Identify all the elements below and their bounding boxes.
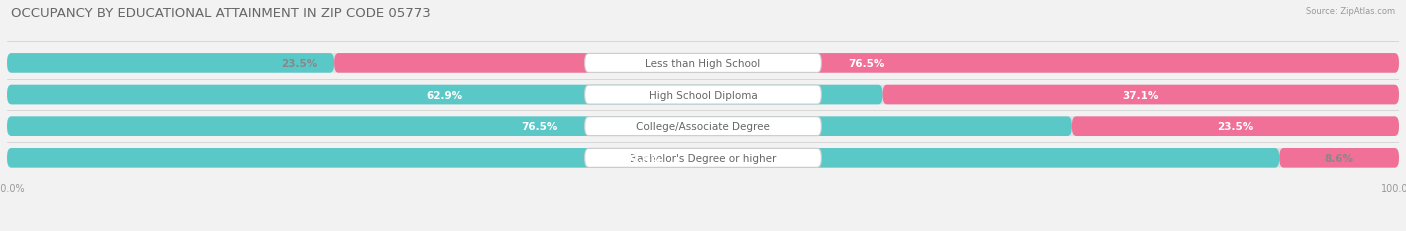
FancyBboxPatch shape	[7, 117, 1399, 136]
FancyBboxPatch shape	[7, 85, 883, 105]
FancyBboxPatch shape	[7, 117, 1071, 136]
Text: 91.4%: 91.4%	[626, 153, 661, 163]
FancyBboxPatch shape	[585, 149, 821, 167]
FancyBboxPatch shape	[585, 117, 821, 136]
Text: 76.5%: 76.5%	[522, 122, 558, 132]
Text: College/Associate Degree: College/Associate Degree	[636, 122, 770, 132]
Text: 8.6%: 8.6%	[1324, 153, 1354, 163]
Text: 62.9%: 62.9%	[427, 90, 463, 100]
Text: OCCUPANCY BY EDUCATIONAL ATTAINMENT IN ZIP CODE 05773: OCCUPANCY BY EDUCATIONAL ATTAINMENT IN Z…	[11, 7, 432, 20]
Text: High School Diploma: High School Diploma	[648, 90, 758, 100]
FancyBboxPatch shape	[883, 85, 1399, 105]
FancyBboxPatch shape	[585, 86, 821, 105]
FancyBboxPatch shape	[7, 54, 335, 73]
FancyBboxPatch shape	[1279, 148, 1399, 168]
Text: Less than High School: Less than High School	[645, 59, 761, 69]
Text: Source: ZipAtlas.com: Source: ZipAtlas.com	[1306, 7, 1395, 16]
Text: Bachelor's Degree or higher: Bachelor's Degree or higher	[630, 153, 776, 163]
FancyBboxPatch shape	[335, 54, 1399, 73]
FancyBboxPatch shape	[7, 148, 1399, 168]
Text: 37.1%: 37.1%	[1122, 90, 1159, 100]
Text: 23.5%: 23.5%	[1218, 122, 1254, 132]
Text: 23.5%: 23.5%	[281, 59, 318, 69]
FancyBboxPatch shape	[7, 85, 1399, 105]
FancyBboxPatch shape	[585, 54, 821, 73]
Text: 76.5%: 76.5%	[848, 59, 884, 69]
FancyBboxPatch shape	[7, 148, 1279, 168]
FancyBboxPatch shape	[7, 54, 1399, 73]
FancyBboxPatch shape	[1071, 117, 1399, 136]
